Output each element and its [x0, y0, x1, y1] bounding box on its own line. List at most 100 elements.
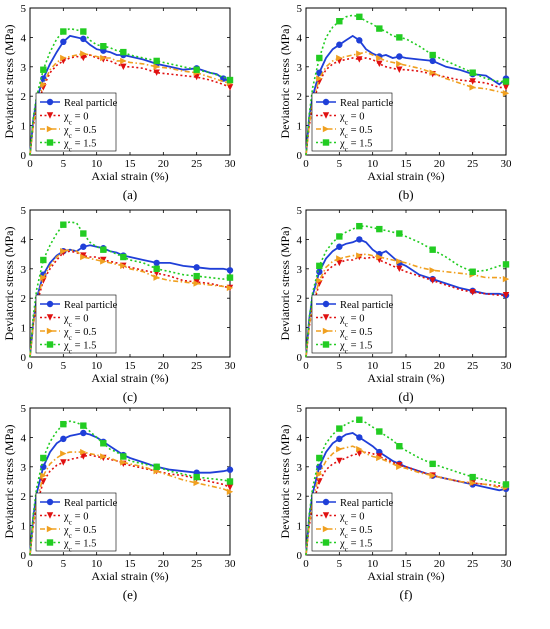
- data-point: [40, 66, 47, 73]
- x-tick-label: 0: [303, 558, 309, 570]
- legend-label: χc = 0: [339, 512, 364, 527]
- x-axis-label: Axial strain (%): [91, 371, 168, 385]
- data-point: [336, 259, 343, 267]
- data-point: [469, 289, 476, 296]
- data-point: [376, 25, 383, 32]
- data-point: [120, 262, 127, 270]
- data-point: [396, 443, 403, 450]
- y-tick-label: 0: [297, 550, 303, 562]
- legend-marker: [322, 341, 330, 348]
- chart-panel: 0 5 10 15 20 25 30 0 1 2 3 4 5 Axial strain (%) Deviat…: [2, 3, 236, 202]
- y-tick-label: 3: [21, 264, 27, 276]
- x-tick-label: 5: [61, 558, 67, 570]
- chart-panel: 0 5 10 15 20 25 30 0 1 2 3 4 5 Axial strain (%) Deviat…: [278, 3, 512, 202]
- y-tick-label: 4: [21, 32, 27, 44]
- y-tick-label: 0: [297, 352, 303, 364]
- x-tick-label: 25: [467, 360, 479, 372]
- legend-label: χc = 0.5: [63, 525, 96, 540]
- data-point: [502, 261, 510, 268]
- chart-panel: 0 5 10 15 20 25 30 0 1 2 3 4 5 Axial strain (%) Deviat…: [278, 403, 512, 602]
- legend: Real particle χc = 0χc = 0.5χc = 1.5: [311, 294, 394, 356]
- series-line: [29, 220, 231, 358]
- data-point: [396, 34, 403, 41]
- data-point: [193, 66, 200, 73]
- legend-marker: [46, 539, 54, 546]
- panel-label: (f): [400, 587, 413, 602]
- y-axis-label: Deviatoric stress (MPa): [2, 227, 16, 341]
- legend-marker: [46, 98, 54, 106]
- data-point: [376, 428, 383, 435]
- data-point: [40, 274, 47, 281]
- data-point: [316, 54, 323, 62]
- x-tick-label: 25: [191, 360, 203, 372]
- legend-marker: [46, 112, 54, 119]
- data-point: [336, 54, 343, 62]
- y-tick-label: 1: [297, 521, 303, 533]
- legend-marker: [322, 112, 330, 119]
- data-point: [40, 472, 47, 479]
- data-point: [469, 473, 476, 481]
- x-tick-label: 15: [125, 158, 137, 170]
- data-point: [120, 63, 127, 70]
- legend: Real particle χc = 0χc = 0.5χc = 1.5: [311, 92, 394, 153]
- data-point: [502, 78, 510, 85]
- y-tick-label: 2: [297, 91, 303, 103]
- legend-marker: [322, 327, 330, 335]
- legend-label: χc = 0.5: [339, 327, 372, 342]
- y-tick-label: 0: [21, 550, 27, 562]
- data-point: [336, 41, 343, 48]
- legend-label: χc = 1.5: [63, 539, 96, 554]
- y-tick-label: 2: [21, 293, 27, 305]
- series-line: [29, 52, 231, 156]
- y-tick-label: 2: [297, 293, 303, 305]
- legend-label: Real particle: [340, 498, 394, 509]
- data-point: [100, 246, 107, 253]
- legend-label: χc = 0: [339, 112, 364, 127]
- legend-label: χc = 1.5: [339, 341, 372, 356]
- x-tick-label: 5: [337, 360, 343, 372]
- data-point: [316, 454, 323, 462]
- data-point: [469, 268, 476, 275]
- y-tick-label: 3: [297, 62, 303, 74]
- legend: Real particle χc = 0χc = 0.5χc = 1.5: [311, 492, 394, 553]
- data-point: [429, 51, 436, 59]
- legend: Real particle χc = 0χc = 0.5χc = 1.5: [35, 92, 118, 153]
- data-point: [429, 246, 436, 253]
- legend-label: χc = 0: [63, 512, 88, 527]
- data-point: [226, 76, 234, 84]
- legend-marker: [46, 341, 54, 348]
- data-point: [502, 481, 510, 488]
- legend-marker: [46, 300, 54, 308]
- legend: Real particle χc = 0χc = 0.5χc = 1.5: [35, 294, 118, 355]
- data-point: [153, 259, 160, 267]
- x-tick-label: 10: [91, 558, 103, 570]
- data-point: [396, 258, 403, 265]
- data-point: [100, 453, 107, 460]
- legend-marker: [46, 139, 54, 146]
- data-point: [226, 478, 234, 485]
- panel-label: (b): [398, 187, 413, 202]
- x-tick-label: 20: [158, 360, 170, 372]
- series-line: [305, 418, 507, 556]
- data-point: [316, 75, 323, 82]
- data-point: [80, 453, 87, 460]
- data-point: [356, 222, 363, 230]
- data-point: [469, 479, 476, 487]
- legend-marker: [322, 98, 330, 106]
- data-point: [153, 69, 160, 76]
- data-point: [469, 69, 476, 76]
- data-point: [376, 225, 383, 233]
- x-tick-label: 25: [467, 158, 479, 170]
- data-point: [356, 236, 363, 243]
- legend-marker: [322, 525, 330, 533]
- legend: Real particle χc = 0χc = 0.5χc = 1.5: [35, 492, 118, 554]
- y-tick-label: 1: [21, 121, 27, 133]
- data-point: [193, 272, 200, 280]
- x-axis-label: Axial strain (%): [91, 569, 168, 583]
- data-point: [60, 28, 67, 35]
- data-point: [226, 274, 234, 281]
- chart-panel: 0 5 10 15 20 25 30 0 1 2 3 4 5 Axial strain (%) Deviat…: [2, 205, 236, 404]
- x-tick-label: 0: [27, 360, 33, 372]
- x-tick-label: 25: [191, 558, 203, 570]
- y-tick-label: 4: [297, 432, 303, 444]
